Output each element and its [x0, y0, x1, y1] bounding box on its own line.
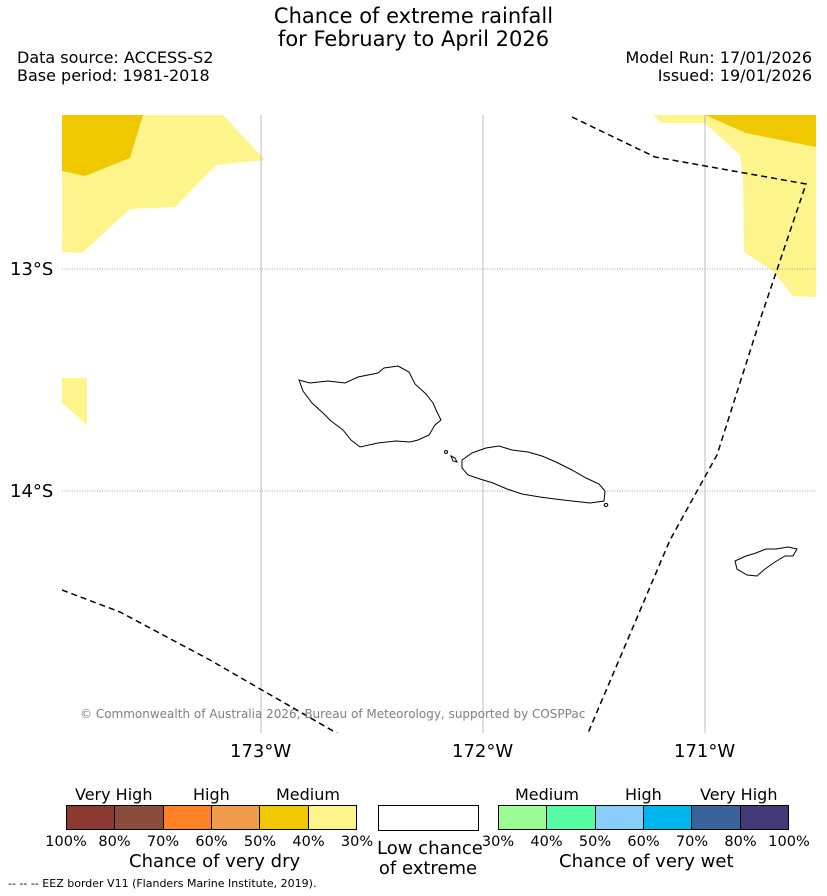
- dry-swatch-4: [260, 806, 309, 829]
- dry-tick-label: 100%: [45, 834, 87, 850]
- wet-tick-label: 50%: [578, 834, 612, 850]
- dry-colorbar: [66, 805, 357, 830]
- dry-tick-label: 70%: [146, 834, 180, 850]
- lon-label-171w: 171°W: [674, 741, 736, 762]
- lat-label-13s: 13°S: [10, 259, 54, 280]
- dry-swatch-1: [115, 806, 164, 829]
- tutuila-island: [734, 546, 798, 577]
- dry-tick-label: 30%: [340, 834, 374, 850]
- dry-group-medium: Medium: [276, 785, 340, 804]
- wet-tick-label: 40%: [530, 834, 563, 850]
- manono-island: [450, 454, 458, 463]
- upolu-island: [461, 445, 606, 504]
- base-period: Base period: 1981-2018: [17, 66, 210, 85]
- shading-medium-light-ne: [653, 115, 816, 297]
- low-chance-line1: Low chance: [377, 838, 483, 859]
- dry-tick-label: 50%: [243, 834, 277, 850]
- wet-swatch-2: [595, 806, 644, 829]
- issued-date: Issued: 19/01/2026: [657, 66, 812, 85]
- shading-medium-dark-nw: [62, 115, 143, 176]
- dry-colorbar-title: Chance of very dry: [129, 851, 301, 872]
- wet-group-medium: Medium: [515, 785, 579, 804]
- lon-label-173w: 173°W: [230, 741, 292, 762]
- wet-colorbar: [498, 805, 789, 830]
- dry-swatch-5: [308, 806, 356, 829]
- dry-tick-label: 80%: [98, 834, 131, 850]
- shading-medium-dark-ne: [705, 115, 816, 147]
- wet-swatch-5: [740, 806, 788, 829]
- low-chance-box: [378, 805, 479, 831]
- wet-swatch-1: [547, 806, 596, 829]
- dry-group-high: High: [193, 785, 230, 804]
- dry-tick-label: 40%: [292, 834, 325, 850]
- dry-group-very-high: Very High: [75, 785, 153, 804]
- wet-colorbar-title: Chance of very wet: [559, 851, 734, 872]
- lat-label-14s: 14°S: [10, 481, 54, 502]
- dry-swatch-0: [67, 806, 116, 829]
- dry-swatch-2: [163, 806, 212, 829]
- apolima-island: [444, 450, 448, 454]
- wet-tick-label: 60%: [627, 834, 660, 850]
- low-chance-line2: of extreme: [378, 858, 478, 879]
- eez-border: [62, 116, 807, 733]
- wet-swatch-3: [643, 806, 693, 829]
- wet-tick-label: 100%: [768, 834, 810, 850]
- wet-group-very-high: Very High: [700, 785, 778, 804]
- model-run: Model Run: 17/01/2026: [625, 48, 813, 67]
- graticule: [260, 115, 706, 733]
- savaii-island: [298, 365, 442, 448]
- wet-swatch-4: [692, 806, 741, 829]
- copyright-notice: © Commonwealth of Australia 2026, Bureau…: [80, 707, 586, 721]
- map-title-line2: for February to April 2026: [277, 27, 550, 51]
- map-frame: [62, 115, 816, 733]
- wet-tick-label: 80%: [724, 834, 757, 850]
- data-source: Data source: ACCESS-S2: [17, 48, 214, 67]
- wet-tick-label: 70%: [675, 834, 709, 850]
- wet-tick-label: 30%: [481, 834, 515, 850]
- wet-swatch-0: [499, 806, 548, 829]
- nuutele-island: [603, 503, 609, 507]
- dry-swatch-3: [211, 806, 261, 829]
- lon-label-172w: 172°W: [452, 741, 514, 762]
- map-title-line1: Chance of extreme rainfall: [273, 4, 554, 28]
- dry-tick-label: 60%: [195, 834, 228, 850]
- wet-group-high: High: [625, 785, 662, 804]
- shading-medium-light-w: [62, 378, 87, 425]
- eez-legend-note: -- -- -- EEZ border V11 (Flanders Marine…: [8, 877, 317, 890]
